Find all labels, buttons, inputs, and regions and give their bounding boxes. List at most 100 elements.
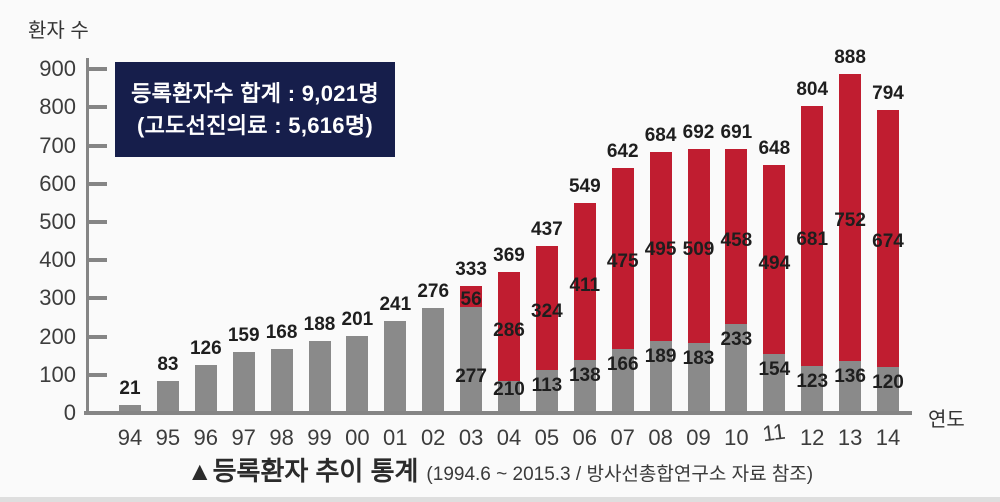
gray-segment-value: 120 <box>872 372 904 394</box>
bar-total-value: 159 <box>227 325 260 347</box>
red-segment-value: 475 <box>606 251 639 273</box>
bar-segment-red <box>573 203 596 361</box>
red-segment-value: 674 <box>872 231 904 253</box>
bar-total-value: 276 <box>417 280 450 302</box>
gray-segment-value: 138 <box>568 365 601 387</box>
x-tick-label: 14 <box>875 425 901 450</box>
gray-segment-value: 189 <box>644 345 677 367</box>
red-segment-value: 681 <box>796 228 829 250</box>
x-axis-line <box>84 411 912 415</box>
red-segment-value: 494 <box>758 252 791 274</box>
y-axis-tick <box>89 143 107 148</box>
x-tick-label: 97 <box>231 425 256 450</box>
red-segment-value: 411 <box>569 274 601 296</box>
gray-segment-value: 166 <box>606 354 639 376</box>
bar-segment-gray <box>270 348 293 411</box>
y-tick-label: 800 <box>39 94 76 120</box>
bar-segment-gray <box>763 354 786 411</box>
bar-segment-gray <box>232 352 255 411</box>
x-tick-label: 08 <box>648 425 673 450</box>
x-tick-label: 95 <box>155 425 181 450</box>
bar-total-value: 794 <box>872 82 904 104</box>
red-segment-value: 509 <box>682 238 715 260</box>
y-axis-tick <box>89 296 107 301</box>
bar-segment-gray <box>649 340 672 411</box>
bar-segment-red <box>839 73 862 362</box>
bar-segment-gray <box>308 341 331 411</box>
bar-total-value: 168 <box>265 321 298 343</box>
bar-segment-red <box>687 148 710 344</box>
bar-segment-red <box>763 165 786 355</box>
bar-total-value: 188 <box>303 314 336 336</box>
red-segment-value: 286 <box>493 319 525 341</box>
x-tick-label: 13 <box>837 425 863 450</box>
y-axis-tick <box>89 67 107 72</box>
bar-segment-gray <box>119 404 141 411</box>
x-tick-label: 94 <box>117 425 143 450</box>
red-segment-value: 56 <box>460 289 482 311</box>
gray-segment-value: 183 <box>682 348 715 370</box>
gray-segment-value: 136 <box>834 366 866 388</box>
bar-segment-gray <box>801 366 824 411</box>
bar-total-value: 241 <box>379 293 412 315</box>
bar-segment-gray <box>156 381 179 411</box>
bar-total-value: 21 <box>119 377 141 399</box>
bar-segment-gray <box>725 323 748 411</box>
legend-box: 등록환자수 합계 : 9,021명 (고도선진의료 : 5,616명) <box>115 62 395 157</box>
bar-segment-red <box>725 149 748 324</box>
bar-segment-gray <box>460 307 483 411</box>
bar-total-value: 692 <box>682 121 715 143</box>
bar-total-value: 369 <box>493 245 525 267</box>
bar-segment-gray <box>839 361 862 411</box>
y-axis-tick <box>89 181 107 186</box>
x-tick-label: 00 <box>345 425 370 450</box>
bar-segment-gray <box>687 343 710 411</box>
x-tick-label: 98 <box>269 425 294 450</box>
x-tick-label: 12 <box>799 425 825 450</box>
bottom-strip <box>0 497 1000 502</box>
bar-total-value: 126 <box>189 337 222 359</box>
y-axis-line <box>86 58 89 413</box>
bar-segment-red <box>611 167 634 350</box>
legend-line-2: (고도선진의료 : 5,616명) <box>136 112 374 138</box>
x-axis-title: 연도 <box>928 409 965 431</box>
bar-total-value: 333 <box>455 258 487 280</box>
bar-segment-gray <box>611 349 634 411</box>
bar-total-value: 201 <box>341 309 374 331</box>
gray-segment-value: 113 <box>531 374 563 396</box>
y-tick-label: 0 <box>63 400 76 425</box>
bar-total-value: 888 <box>834 46 866 68</box>
bar-segment-gray <box>498 381 520 411</box>
y-axis-tick <box>89 372 107 377</box>
y-tick-label: 100 <box>39 361 76 387</box>
bar-total-value: 642 <box>606 140 639 162</box>
y-tick-label: 200 <box>39 323 76 349</box>
chart-caption: ▲등록환자 추이 통계 (1994.6 ~ 2015.3 / 방사선총합연구소 자… <box>0 451 1000 488</box>
bar-segment-gray <box>573 360 596 411</box>
y-tick-label: 300 <box>39 285 76 311</box>
x-tick-label: 03 <box>458 425 484 450</box>
bar-total-value: 549 <box>568 176 601 198</box>
bar-segment-gray <box>194 364 217 411</box>
bar-segment-gray <box>535 369 558 411</box>
x-tick-label: 99 <box>307 425 332 450</box>
bar-segment-red <box>801 105 824 366</box>
red-segment-value: 458 <box>720 229 753 251</box>
bar-segment-red <box>498 272 520 382</box>
x-tick-label: 04 <box>496 425 522 450</box>
x-tick-label: 02 <box>420 425 446 450</box>
y-axis-tick <box>89 105 107 110</box>
bar-segment-gray <box>346 336 369 411</box>
caption-subtitle: (1994.6 ~ 2015.3 / 방사선총합연구소 자료 참조) <box>426 464 814 485</box>
x-tick-label: 09 <box>686 425 711 450</box>
gray-segment-value: 210 <box>493 379 525 400</box>
bar-segment-gray <box>384 320 407 411</box>
x-tick-label: 10 <box>724 425 749 450</box>
x-tick-label: 07 <box>610 425 635 450</box>
bar-total-value: 83 <box>157 354 179 376</box>
bar-segment-gray <box>422 307 445 411</box>
y-tick-label: 400 <box>39 247 76 273</box>
bar-segment-red <box>877 109 899 368</box>
bar-segment-gray <box>877 367 899 411</box>
x-tick-label: 05 <box>534 425 560 450</box>
